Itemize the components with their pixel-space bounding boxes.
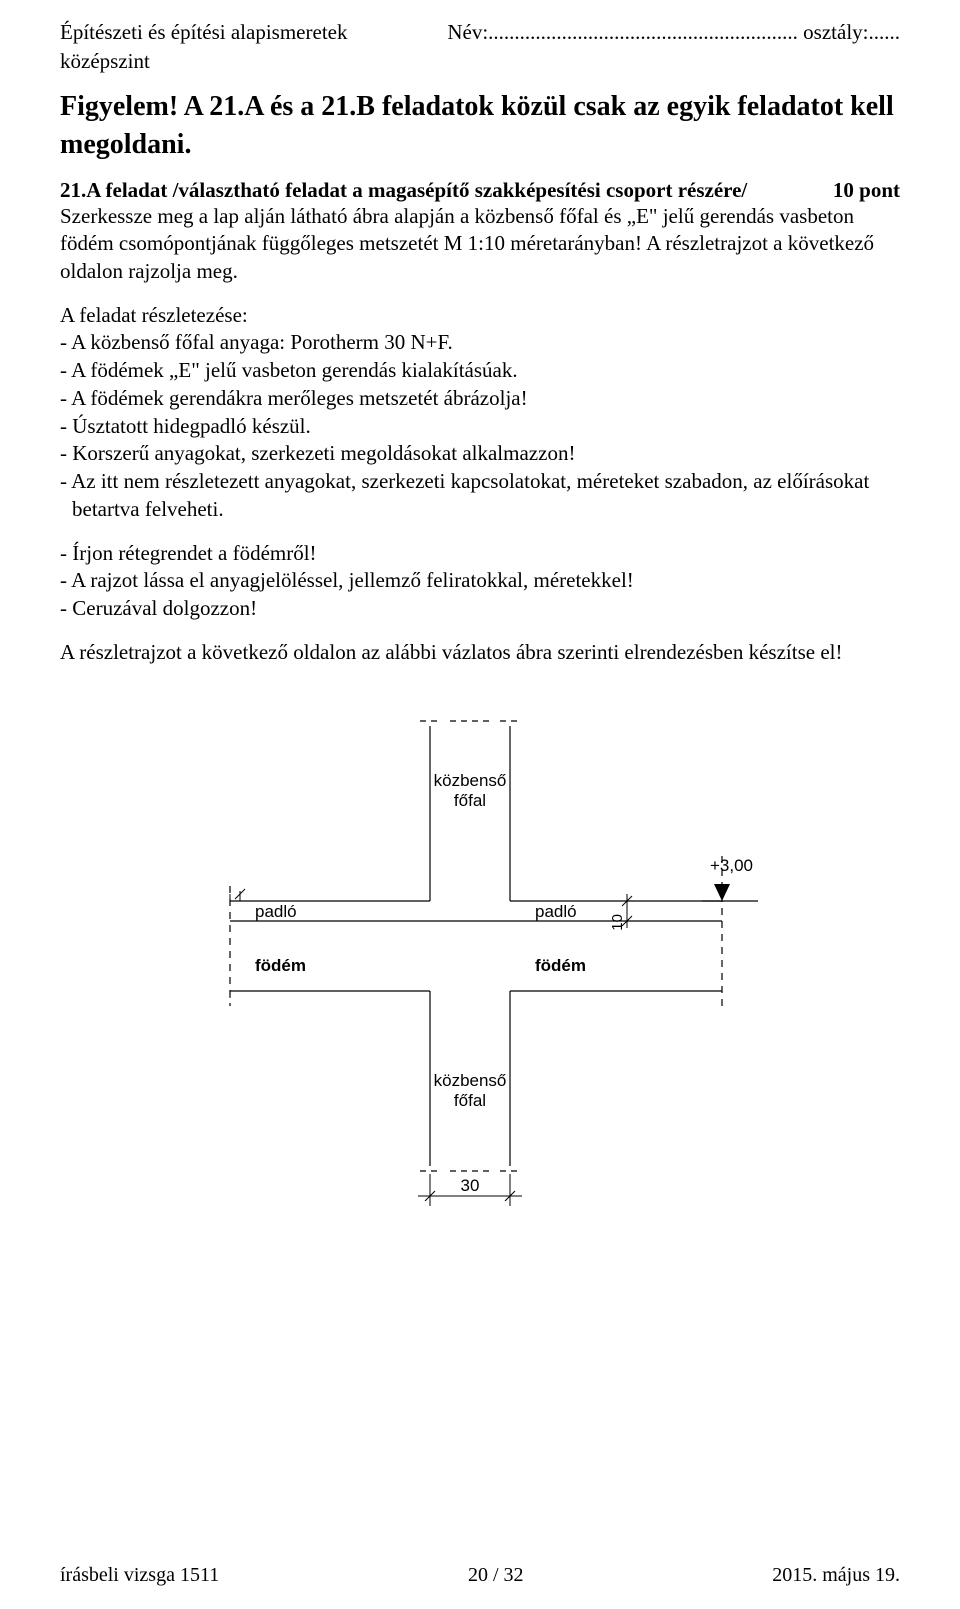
header-subject: Építészeti és építési alapismeretek — [60, 20, 347, 45]
name-dots: ........................................… — [488, 20, 798, 44]
instructions-list: - Írjon rétegrendet a födémről! - A rajz… — [60, 540, 900, 623]
level-triangle-icon — [714, 884, 730, 901]
label-wall-bot-2: főfal — [454, 1091, 486, 1110]
label-wall-top-2: főfal — [454, 791, 486, 810]
label-floor-right: padló — [535, 902, 577, 921]
task-intro: Szerkessze meg a lap alján látható ábra … — [60, 203, 900, 286]
detail-item: - A közbenső főfal anyaga: Porotherm 30 … — [60, 329, 900, 357]
dim-30: 30 — [461, 1176, 480, 1195]
instruction-item: - Írjon rétegrendet a födémről! — [60, 540, 900, 568]
task-points: 10 pont — [833, 178, 900, 203]
class-label: osztály: — [803, 20, 868, 44]
class-dots: ...... — [869, 20, 901, 44]
detail-item: - A födémek gerendákra merőleges metszet… — [60, 385, 900, 413]
label-wall-top-1: közbenső — [434, 771, 507, 790]
header-level: középszint — [60, 49, 900, 74]
detail-item: - A födémek „E" jelű vasbeton gerendás k… — [60, 357, 900, 385]
detail-item: - Az itt nem részletezett anyagokat, sze… — [60, 468, 900, 523]
detail-item: - Úsztatott hidegpadló készül. — [60, 413, 900, 441]
header-name-class: Név:....................................… — [447, 20, 900, 45]
height-mark: +3,00 — [710, 856, 753, 875]
footer-right: 2015. május 19. — [772, 1564, 900, 1587]
page-footer: írásbeli vizsga 1511 20 / 32 2015. május… — [60, 1564, 900, 1587]
instruction-item: - A rajzot lássa el anyagjelöléssel, jel… — [60, 567, 900, 595]
instruction-item: - Ceruzával dolgozzon! — [60, 595, 900, 623]
label-slab-left: födém — [255, 956, 306, 975]
label-slab-right: födém — [535, 956, 586, 975]
name-label: Név: — [447, 20, 488, 44]
details-list: - A közbenső főfal anyaga: Porotherm 30 … — [60, 329, 900, 523]
closing-text: A részletrajzot a következő oldalon az a… — [60, 639, 900, 667]
footer-left: írásbeli vizsga 1511 — [60, 1564, 219, 1587]
main-title: Figyelem! A 21.A és a 21.B feladatok köz… — [60, 88, 900, 164]
task-heading: 21.A feladat /választható feladat a maga… — [60, 178, 747, 203]
dim-10: 10 — [609, 914, 626, 931]
details-label: A feladat részletezése: — [60, 302, 900, 330]
detail-item: - Korszerű anyagokat, szerkezeti megoldá… — [60, 440, 900, 468]
label-wall-bot-1: közbenső — [434, 1071, 507, 1090]
section-diagram: közbenső főfal közbenső főfal padló padl… — [170, 696, 790, 1261]
label-floor-left: padló — [255, 902, 297, 921]
footer-center: 20 / 32 — [468, 1564, 524, 1587]
